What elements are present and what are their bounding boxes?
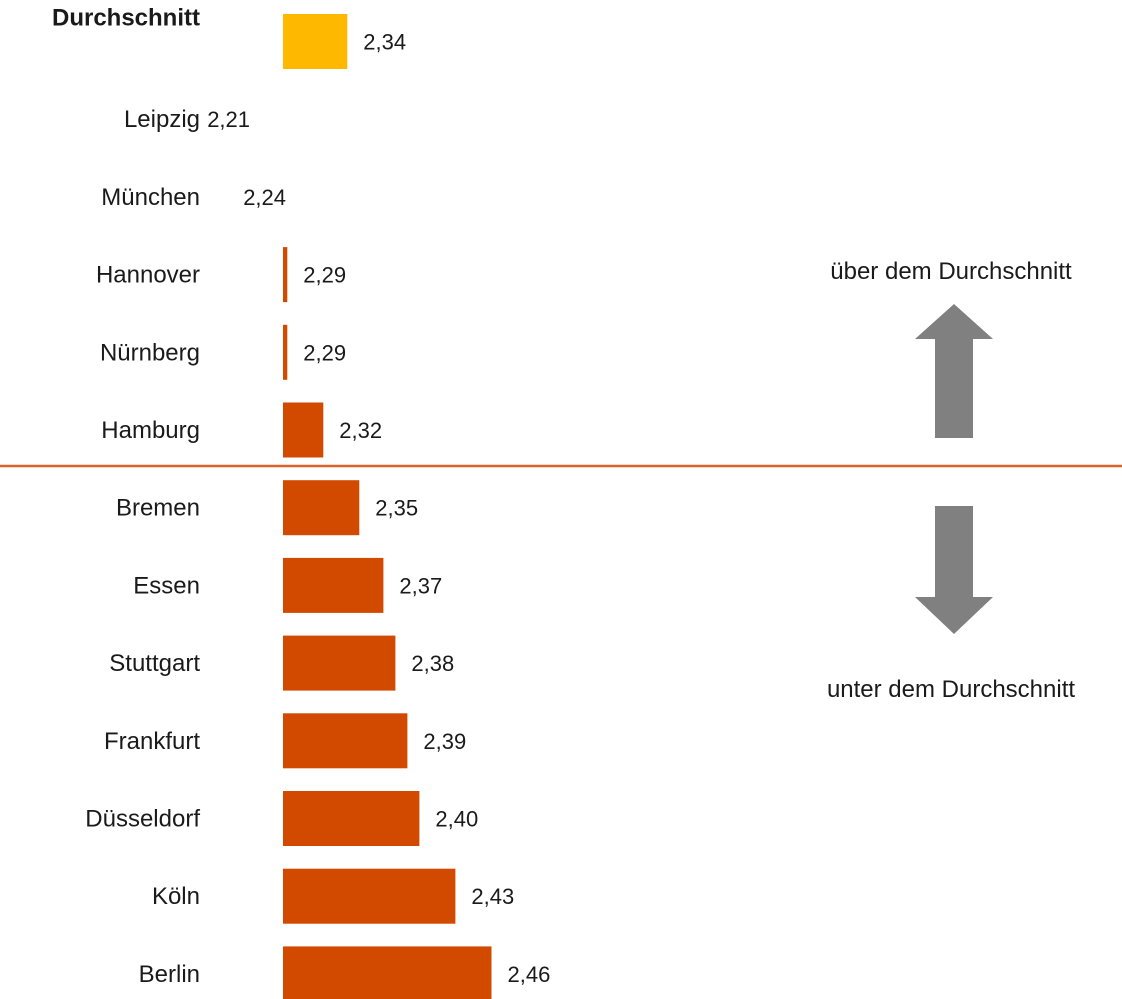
value-label: 2,43 xyxy=(471,884,514,909)
arrow-up-icon xyxy=(915,304,993,438)
bar-köln xyxy=(283,868,456,924)
value-label: 2,40 xyxy=(435,807,478,832)
bar-nürnberg xyxy=(283,324,288,380)
category-labels: Durchschnitt Leipzig München Hannover Nürnbe… xyxy=(52,5,200,988)
value-label: 2,38 xyxy=(411,651,454,676)
category-label: Köln xyxy=(152,883,200,910)
value-label: 2,32 xyxy=(339,418,382,443)
category-label: Essen xyxy=(133,572,200,599)
category-label: Nürnberg xyxy=(100,339,200,366)
bar-berlin xyxy=(283,946,492,999)
category-label: Hamburg xyxy=(101,417,200,444)
category-label: München xyxy=(101,184,200,211)
value-label: 2,29 xyxy=(303,340,346,365)
category-label: Stuttgart xyxy=(109,650,200,677)
value-label: 2,39 xyxy=(423,729,466,754)
category-label: Hannover xyxy=(96,262,200,289)
value-label: 2,46 xyxy=(508,962,551,987)
bar-frankfurt xyxy=(283,713,408,769)
value-label: 2,29 xyxy=(303,263,346,288)
bar-hamburg xyxy=(283,402,324,458)
bar-essen xyxy=(283,557,384,613)
category-label: Berlin xyxy=(139,961,200,988)
value-label: 2,35 xyxy=(375,496,418,521)
bar-stuttgart xyxy=(283,635,396,691)
value-label: 2,34 xyxy=(363,30,406,55)
bar-hannover xyxy=(283,247,288,303)
arrow-down-icon xyxy=(915,506,993,634)
category-label: Leipzig xyxy=(124,106,200,133)
bar-durchschnitt xyxy=(283,14,348,69)
category-label: Durchschnitt xyxy=(52,5,200,32)
bar-düsseldorf xyxy=(283,791,420,846)
category-label: Bremen xyxy=(116,495,200,522)
bar-bremen xyxy=(283,480,360,536)
value-labels: 2,34 2,21 2,24 2,29 2,29 2,32 2,35 2,37 2,38 2,39… xyxy=(207,30,550,987)
bars-layer xyxy=(283,14,492,999)
category-label: Düsseldorf xyxy=(85,806,200,833)
above-average-label: über dem Durchschnitt xyxy=(830,258,1072,285)
value-label: 2,21 xyxy=(207,107,250,132)
value-label: 2,37 xyxy=(399,573,442,598)
category-label: Frankfurt xyxy=(104,728,200,755)
value-label: 2,24 xyxy=(243,185,286,210)
below-average-label: unter dem Durchschnitt xyxy=(827,676,1075,703)
